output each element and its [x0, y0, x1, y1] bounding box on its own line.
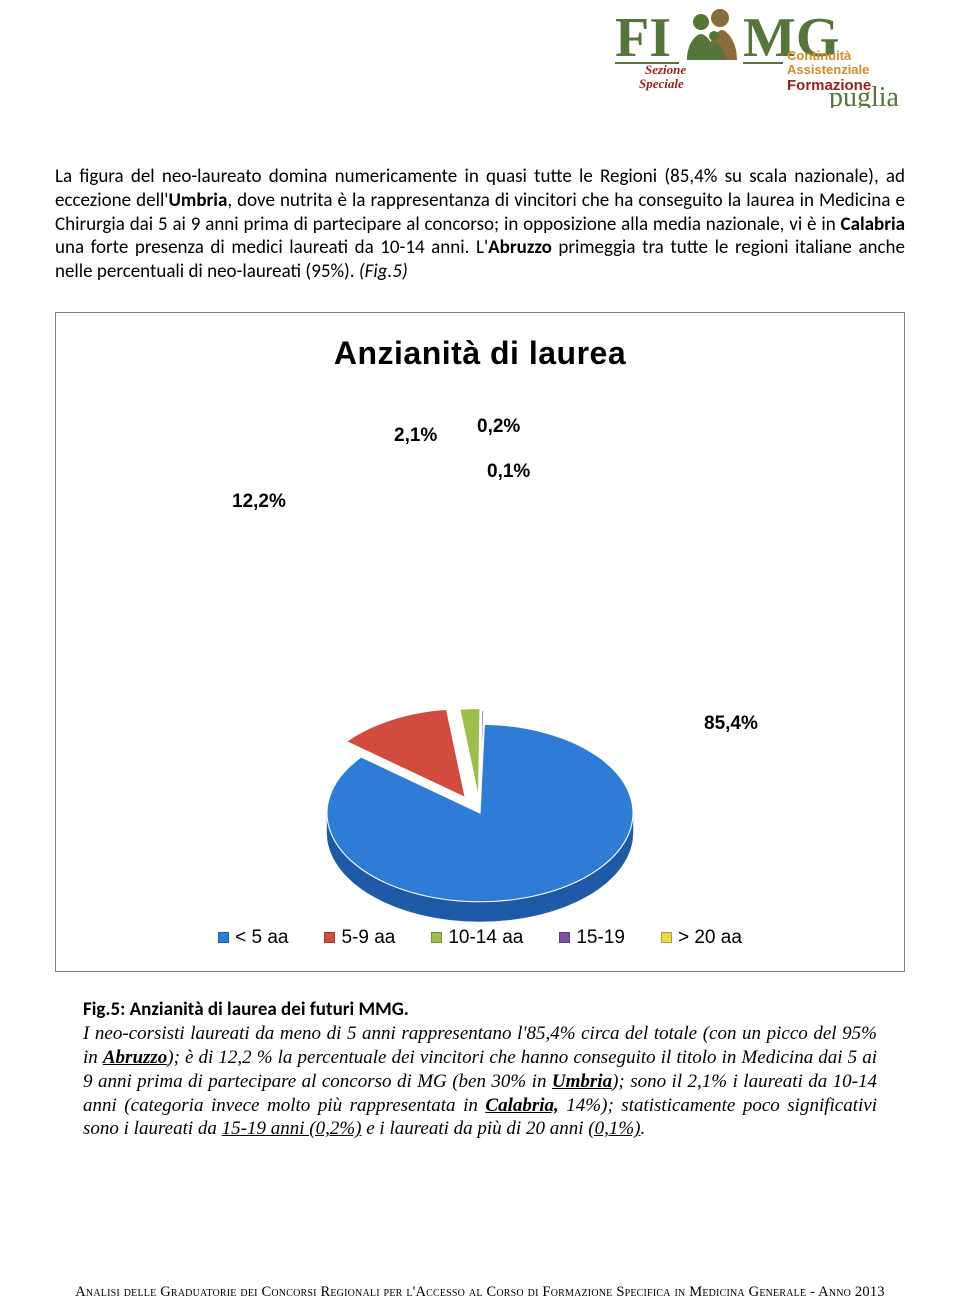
legend-item-3: 15-19	[559, 927, 625, 949]
legend-swatch	[559, 932, 570, 943]
legend-swatch	[661, 932, 672, 943]
fig-ref: (Fig.5)	[359, 260, 408, 283]
legend-swatch	[324, 932, 335, 943]
text: una forte presenza di medici laureati da…	[55, 236, 488, 259]
legend-label: 5-9 aa	[341, 927, 395, 949]
text: .	[640, 1118, 645, 1139]
logo-assistenziale: Assistenziale	[787, 62, 869, 77]
legend-item-1: 5-9 aa	[324, 927, 395, 949]
chart-container: Anzianità di laurea 12,2% 2,1% 0,2% 0,1%…	[55, 312, 905, 972]
bold-umbria: Umbria	[552, 1071, 612, 1092]
bold-umbria: Umbria	[169, 189, 228, 212]
bold-calabria: Calabria,	[485, 1095, 558, 1116]
underline-01: (0,1%)	[588, 1118, 640, 1139]
logo-people-icon	[681, 9, 737, 64]
chart-title: Anzianità di laurea	[56, 335, 904, 372]
chart-legend: < 5 aa 5-9 aa 10-14 aa 15-19 > 20 aa	[56, 927, 904, 949]
caption-title: Fig.5: Anzianità di laurea dei futuri MM…	[83, 998, 877, 1023]
logo-puglia: puglia	[829, 82, 900, 108]
caption-body: I neo-corsisti laureati da meno di 5 ann…	[83, 1022, 877, 1141]
legend-label: > 20 aa	[678, 927, 742, 949]
slice-label-15-19: 0,2%	[477, 416, 520, 438]
figure-caption: Fig.5: Anzianità di laurea dei futuri MM…	[55, 998, 905, 1141]
bold-abruzzo: Abruzzo	[488, 236, 552, 259]
legend-item-0: < 5 aa	[218, 927, 288, 949]
legend-label: 15-19	[576, 927, 625, 949]
underline-15-19: 15-19 anni (0,2%)	[222, 1118, 362, 1139]
logo-fimg: FI MG Sezione Speciale Continuità Assist…	[615, 8, 910, 108]
page-footer: Analisi delle Graduatorie dei Concorsi R…	[0, 1284, 960, 1301]
legend-label: < 5 aa	[235, 927, 288, 949]
slice-label-5-9: 12,2%	[232, 491, 286, 513]
legend-swatch	[218, 932, 229, 943]
legend-label: 10-14 aa	[448, 927, 523, 949]
logo-continuita: Continuità	[787, 48, 852, 63]
logo-fi: FI	[615, 8, 671, 69]
paragraph-main: La figura del neo-laureato domina numeri…	[55, 165, 905, 284]
legend-item-2: 10-14 aa	[431, 927, 523, 949]
logo-speciale: Speciale	[639, 76, 684, 91]
text: e i laureati da più di 20 anni	[361, 1118, 588, 1139]
slice-label-10-14: 2,1%	[394, 425, 437, 447]
bold-abruzzo: Abruzzo	[103, 1047, 167, 1068]
legend-swatch	[431, 932, 442, 943]
legend-item-4: > 20 aa	[661, 927, 742, 949]
slice-label-lt5: 85,4%	[704, 713, 758, 735]
logo-sezione: Sezione	[645, 62, 686, 77]
bold-calabria: Calabria	[841, 213, 905, 236]
slice-label-gt20: 0,1%	[487, 461, 530, 483]
